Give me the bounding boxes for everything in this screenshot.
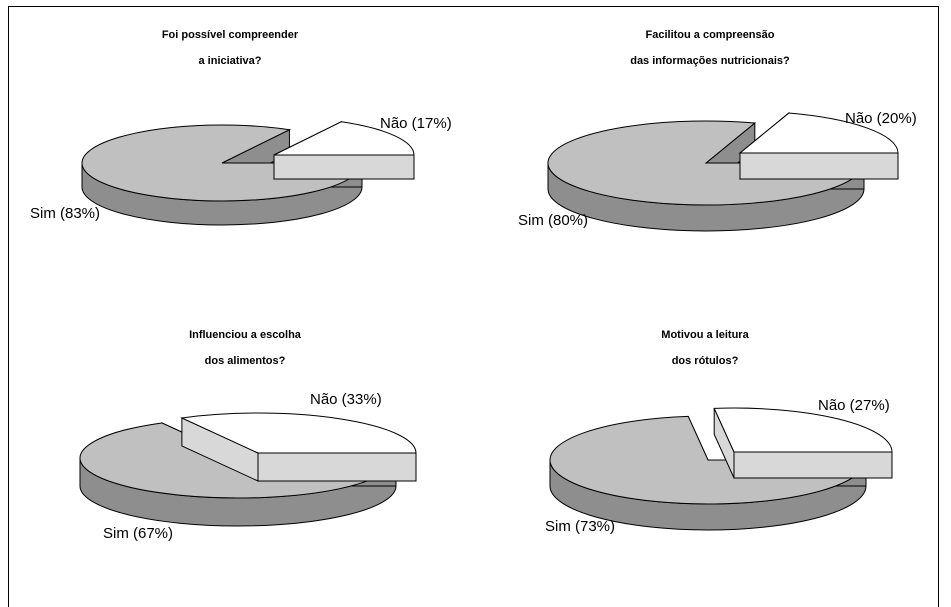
pie-chart-title-4: Motivou a leitura dos rótulos? [615,316,795,368]
title-line: dos rótulos? [671,355,739,367]
slice-label-sim: Sim (67%) [103,525,174,542]
title-line: Foi possível compreender [161,29,299,41]
pie-slice-nao-top [180,412,417,454]
pie-chart-title-3: Influenciou a escolha dos alimentos? [145,316,345,368]
title-line: dos alimentos? [204,355,286,367]
slice-label-sim: Sim (80%) [518,212,589,229]
pie-slice-sim-top [81,124,363,202]
title-line: das informações nutricionais? [630,55,790,67]
pie-chart-title-2: Facilitou a compreensão das informações … [585,16,835,68]
pie-chart-title-1: Foi possível compreender a iniciativa? [120,16,340,68]
title-line: Influenciou a escolha [189,329,301,341]
pie-slice-nao-top [273,121,415,156]
slice-label-nao: Não (17%) [380,115,452,132]
title-line: Motivou a leitura [661,329,749,341]
pie-slice-nao-top [738,112,899,154]
pie-slice-nao-top [713,407,893,453]
pie-slice-nao-cut-1 [733,451,893,479]
slice-label-sim: Sim (83%) [30,205,101,222]
slice-label-nao: Não (27%) [818,397,890,414]
slice-label-nao: Não (33%) [310,391,382,408]
title-line: Facilitou a compreensão [645,29,775,41]
slice-label-sim: Sim (73%) [545,518,616,535]
slice-label-nao: Não (20%) [845,110,917,127]
title-line: a iniciativa? [198,55,262,67]
pie-slice-sim-top [549,415,867,505]
pie-slice-sim-top [547,120,865,206]
